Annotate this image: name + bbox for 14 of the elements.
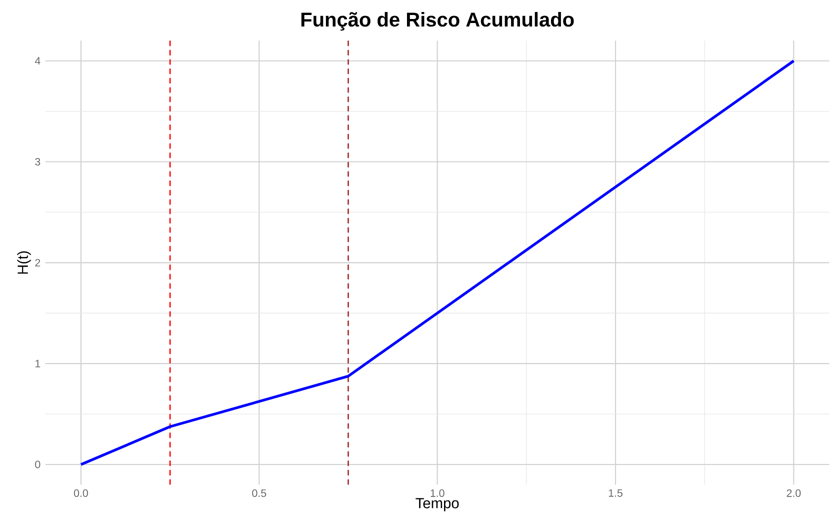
x-tick-label: 2.0: [786, 489, 801, 497]
x-tick-label: 1.0: [430, 489, 444, 497]
chart-title: Função de Risco Acumulado: [301, 12, 574, 31]
y-tick-label: 2: [35, 258, 40, 266]
line-series: [80, 60, 796, 466]
y-tick-label: 3: [35, 158, 40, 166]
x-tick-label: 0.0: [74, 489, 88, 497]
y-tick-label: 0: [35, 460, 40, 468]
y-tick-label: 4: [34, 57, 40, 65]
x-tick-label: 0.5: [252, 489, 266, 497]
x-axis-title: Tempo: [416, 498, 459, 512]
y-tick-label: 1: [36, 360, 40, 368]
y-axis-title: H(t): [17, 251, 31, 274]
x-tick-label: 1.5: [608, 489, 622, 497]
